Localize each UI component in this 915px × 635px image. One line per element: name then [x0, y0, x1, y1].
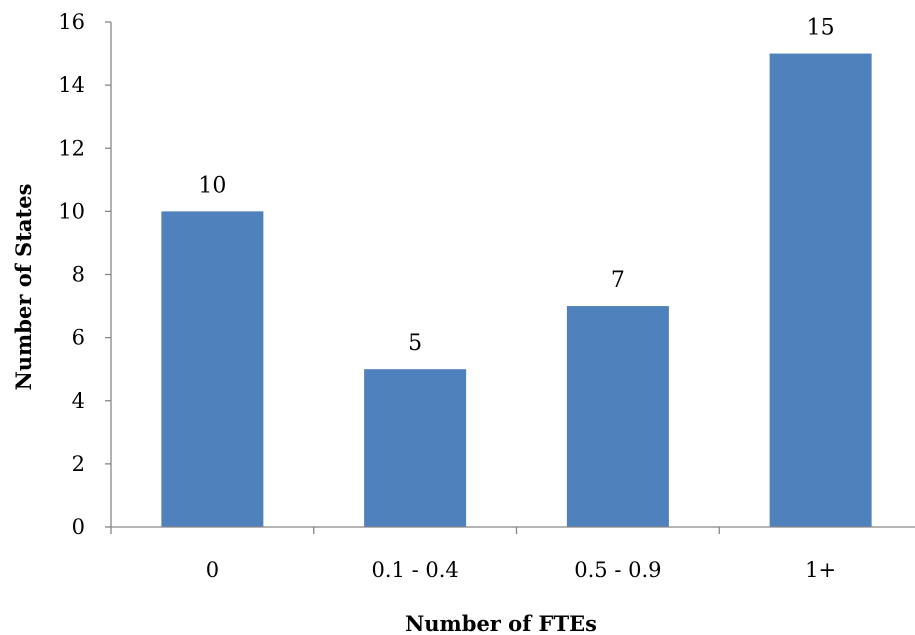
- data-label-0: 10: [198, 173, 226, 198]
- x-axis-title: Number of FTEs: [405, 611, 597, 635]
- data-label-2: 7: [611, 268, 625, 293]
- y-tick-label: 8: [72, 263, 85, 287]
- bar-2: [566, 306, 669, 527]
- data-labels: 10 5 7 15: [198, 16, 834, 357]
- x-axis-ticks: 0 0.1 - 0.4 0.5 - 0.9 1+: [110, 527, 836, 582]
- y-tick-label: 14: [58, 73, 85, 97]
- bar-1: [364, 369, 467, 527]
- y-tick-label: 10: [58, 199, 85, 223]
- y-tick-label: 6: [72, 326, 85, 350]
- x-tick-label: 0.5 - 0.9: [574, 558, 661, 582]
- y-axis-ticks: 0 2 4 6 8 10 12 14 16: [58, 10, 111, 539]
- y-tick-label: 12: [58, 136, 85, 160]
- x-tick-label: 0: [206, 558, 219, 582]
- y-tick-label: 16: [58, 10, 85, 34]
- x-tick-label: 1+: [805, 558, 836, 582]
- y-axis-title: Number of States: [11, 184, 36, 391]
- data-label-1: 5: [408, 331, 422, 356]
- y-tick-label: 2: [72, 452, 85, 476]
- y-tick-label: 4: [72, 389, 85, 413]
- bar-0: [161, 211, 264, 527]
- y-tick-label: 0: [72, 515, 85, 539]
- x-tick-label: 0.1 - 0.4: [372, 558, 459, 582]
- bar-3: [769, 53, 872, 527]
- data-label-3: 15: [807, 16, 835, 41]
- bars: [161, 53, 872, 527]
